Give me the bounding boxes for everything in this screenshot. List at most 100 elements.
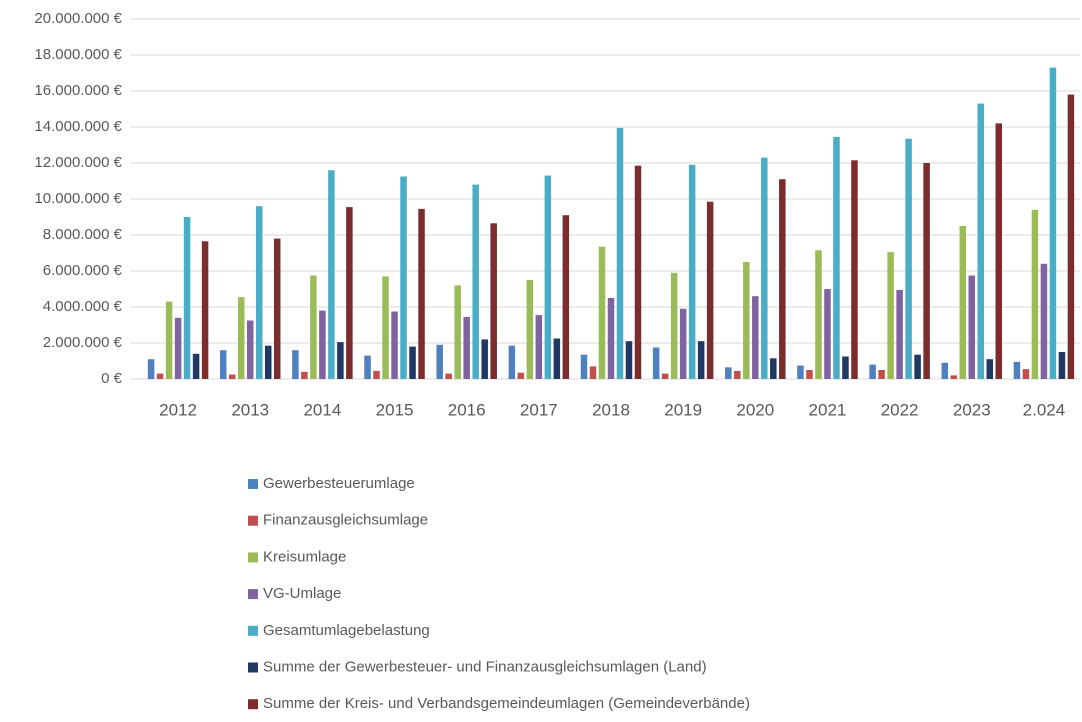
x-tick-label: 2017 bbox=[520, 400, 558, 419]
legend-swatch bbox=[248, 625, 258, 636]
legend-label: Gewerbesteuerumlage bbox=[263, 475, 415, 492]
y-tick-label: 6.000.000 € bbox=[43, 262, 123, 279]
bar bbox=[770, 358, 777, 379]
bar bbox=[851, 160, 858, 379]
x-tick-label: 2015 bbox=[376, 400, 414, 419]
bar bbox=[382, 276, 389, 379]
bar bbox=[463, 316, 470, 379]
legend-swatch bbox=[248, 699, 258, 710]
bar bbox=[553, 338, 561, 379]
bar bbox=[734, 370, 741, 379]
bar bbox=[273, 238, 281, 379]
bar bbox=[878, 370, 885, 379]
bar bbox=[228, 374, 236, 379]
bar bbox=[806, 370, 813, 379]
x-tick-label: 2014 bbox=[303, 400, 341, 419]
bar bbox=[580, 354, 588, 379]
x-tick-label: 2021 bbox=[809, 400, 847, 419]
bar bbox=[400, 176, 407, 379]
y-tick-label: 2.000.000 € bbox=[43, 334, 123, 351]
bar bbox=[661, 373, 669, 379]
bar bbox=[490, 223, 497, 379]
bar bbox=[174, 317, 182, 379]
bar bbox=[1022, 369, 1030, 379]
legend-swatch bbox=[248, 662, 258, 673]
x-tick-label: 2.024 bbox=[1023, 400, 1066, 419]
bar bbox=[950, 375, 958, 379]
bar bbox=[517, 372, 525, 379]
legend-swatch bbox=[248, 479, 258, 489]
bar bbox=[409, 346, 416, 379]
bar bbox=[752, 296, 759, 379]
bar bbox=[147, 359, 155, 379]
y-tick-label: 16.000.000 € bbox=[34, 82, 122, 99]
bar bbox=[1067, 94, 1075, 379]
bar bbox=[833, 136, 840, 379]
bar bbox=[688, 164, 696, 379]
bar bbox=[779, 179, 786, 379]
bar bbox=[941, 362, 949, 379]
y-tick-label: 8.000.000 € bbox=[43, 226, 123, 243]
bar bbox=[959, 226, 967, 379]
x-tick-label: 2019 bbox=[664, 400, 702, 419]
x-tick-label: 2022 bbox=[881, 400, 919, 419]
x-tick-label: 2023 bbox=[953, 400, 991, 419]
bar bbox=[264, 345, 272, 379]
bar bbox=[508, 345, 516, 379]
bar bbox=[319, 310, 326, 379]
legend-label: Summe der Kreis- und Verbandsgemeindeuml… bbox=[263, 695, 750, 712]
bar bbox=[986, 359, 994, 379]
bar bbox=[165, 301, 173, 379]
legend-swatch bbox=[248, 515, 258, 526]
bar bbox=[607, 298, 615, 379]
bar bbox=[977, 103, 985, 379]
bar bbox=[824, 289, 831, 379]
bar bbox=[797, 365, 804, 379]
bar bbox=[219, 350, 227, 379]
bar bbox=[968, 275, 976, 379]
x-tick-label: 2016 bbox=[448, 400, 486, 419]
bar bbox=[454, 285, 461, 379]
y-tick-label: 14.000.000 € bbox=[34, 118, 122, 135]
bar bbox=[373, 370, 380, 379]
x-tick-label: 2020 bbox=[736, 400, 774, 419]
bar bbox=[436, 344, 443, 379]
bar bbox=[310, 275, 317, 379]
bar bbox=[255, 206, 263, 379]
legend-swatch bbox=[248, 552, 258, 563]
y-tick-label: 0 € bbox=[101, 370, 123, 387]
bar bbox=[914, 354, 921, 379]
bar bbox=[905, 138, 912, 379]
bar bbox=[1031, 209, 1039, 379]
bar bbox=[328, 170, 335, 379]
bar bbox=[183, 217, 191, 379]
bar bbox=[526, 280, 534, 379]
bar bbox=[652, 347, 660, 379]
bar bbox=[995, 123, 1003, 380]
bar bbox=[761, 157, 768, 379]
bar bbox=[472, 184, 479, 379]
bar bbox=[815, 250, 822, 379]
legend-label: Gesamtumlagebelastung bbox=[263, 622, 430, 639]
legend-label: Summe der Gewerbesteuer- und Finanzausgl… bbox=[263, 658, 707, 675]
bar bbox=[445, 373, 452, 379]
bar bbox=[1040, 263, 1048, 379]
legend-label: Kreisumlage bbox=[263, 548, 346, 565]
bar bbox=[743, 262, 750, 379]
bar bbox=[418, 208, 425, 379]
bar bbox=[544, 175, 552, 379]
bar bbox=[237, 297, 245, 379]
bar bbox=[562, 215, 570, 379]
bar bbox=[364, 355, 371, 379]
bar bbox=[589, 366, 597, 379]
x-tick-label: 2013 bbox=[231, 400, 269, 419]
bar bbox=[869, 364, 876, 379]
bar bbox=[201, 241, 209, 379]
bar bbox=[481, 339, 488, 379]
bar bbox=[1049, 67, 1057, 379]
bar bbox=[706, 201, 714, 379]
y-tick-label: 18.000.000 € bbox=[34, 46, 122, 63]
bar bbox=[346, 207, 353, 379]
bar bbox=[246, 320, 254, 379]
bar bbox=[697, 341, 705, 379]
